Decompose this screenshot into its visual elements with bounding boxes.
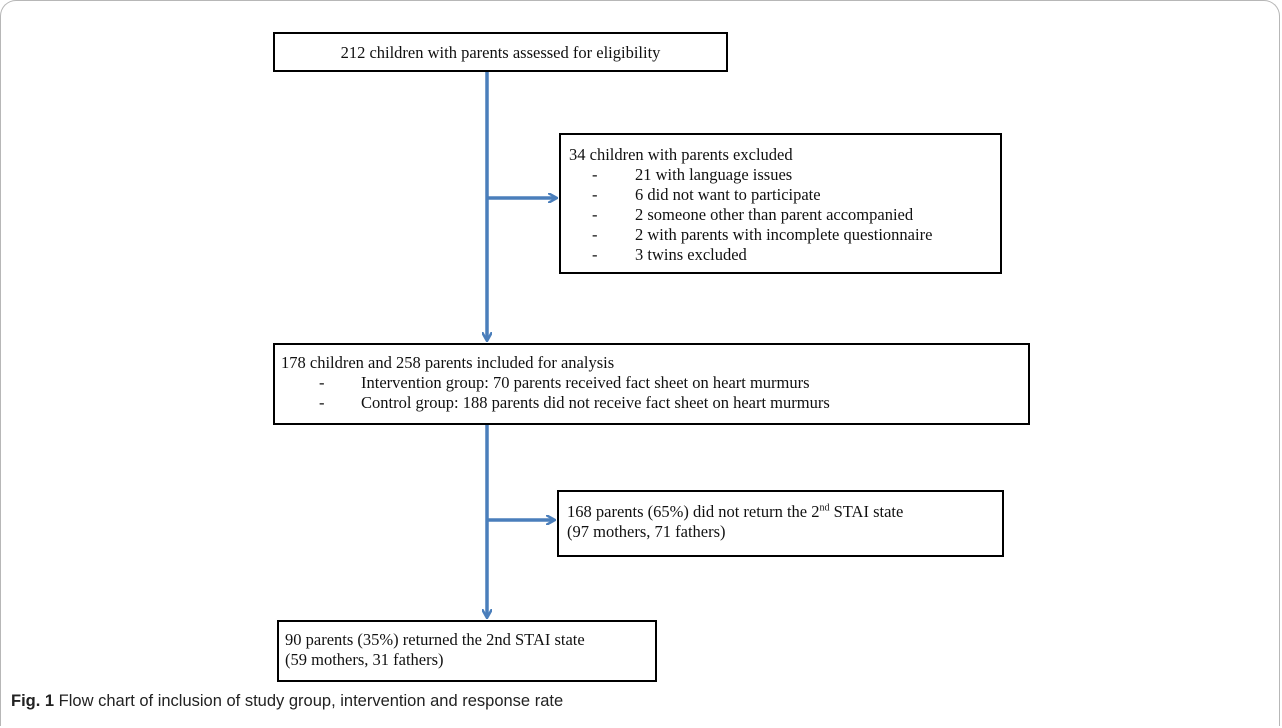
not-returned-text: 168 parents (65%) did not return the 2 [567, 502, 820, 521]
bullet-dash: - [592, 165, 598, 184]
figure-caption: Fig. 1 Flow chart of inclusion of study … [11, 692, 563, 711]
excluded-item: 2 someone other than parent accompanied [635, 205, 914, 224]
bullet-dash: - [592, 205, 598, 224]
included-box: 178 children and 258 parents included fo… [273, 343, 1030, 425]
assessed-box: 212 children with parents assessed for e… [273, 32, 728, 72]
not-returned-line1: 168 parents (65%) did not return the 2nd… [567, 502, 994, 522]
bullet-dash: - [319, 393, 325, 412]
excluded-item: 3 twins excluded [635, 245, 747, 264]
caption-label: Fig. 1 [11, 692, 55, 710]
excluded-item: 6 did not want to participate [635, 185, 821, 204]
list-item: - 21 with language issues [569, 165, 992, 185]
list-item: - 3 twins excluded [569, 245, 992, 265]
returned-box: 90 parents (35%) returned the 2nd STAI s… [277, 620, 657, 682]
ordinal-superscript: nd [819, 502, 830, 514]
list-item: - 6 did not want to participate [569, 185, 992, 205]
list-item: - Intervention group: 70 parents received… [281, 373, 1022, 393]
returned-line1: 90 parents (35%) returned the 2nd STAI s… [285, 630, 585, 649]
not-returned-box: 168 parents (65%) did not return the 2nd… [557, 490, 1004, 557]
bullet-dash: - [592, 245, 598, 264]
not-returned-text-end: STAI state [829, 502, 904, 521]
list-item: - 2 with parents with incomplete question… [569, 225, 992, 245]
caption-text: Flow chart of inclusion of study group, … [54, 692, 564, 710]
excluded-box: 34 children with parents excluded - 21 wi… [559, 133, 1002, 274]
included-item: Intervention group: 70 parents received … [361, 373, 810, 392]
excluded-list: - 21 with language issues - 6 did not want… [569, 165, 992, 265]
included-item: Control group: 188 parents did not recei… [361, 393, 830, 412]
excluded-title: 34 children with parents excluded [569, 145, 793, 164]
list-item: - 2 someone other than parent accompanied [569, 205, 992, 225]
bullet-dash: - [592, 225, 598, 244]
not-returned-line2: (97 mothers, 71 fathers) [567, 522, 726, 541]
assessed-text: 212 children with parents assessed for e… [340, 43, 661, 62]
list-item: - Control group: 188 parents did not rece… [281, 393, 1022, 413]
included-title: 178 children and 258 parents included fo… [281, 353, 615, 372]
included-list: - Intervention group: 70 parents received… [281, 373, 1022, 413]
bullet-dash: - [592, 185, 598, 204]
returned-line2: (59 mothers, 31 fathers) [285, 650, 444, 669]
bullet-dash: - [319, 373, 325, 392]
excluded-item: 21 with language issues [635, 165, 793, 184]
excluded-item: 2 with parents with incomplete questionn… [635, 225, 933, 244]
